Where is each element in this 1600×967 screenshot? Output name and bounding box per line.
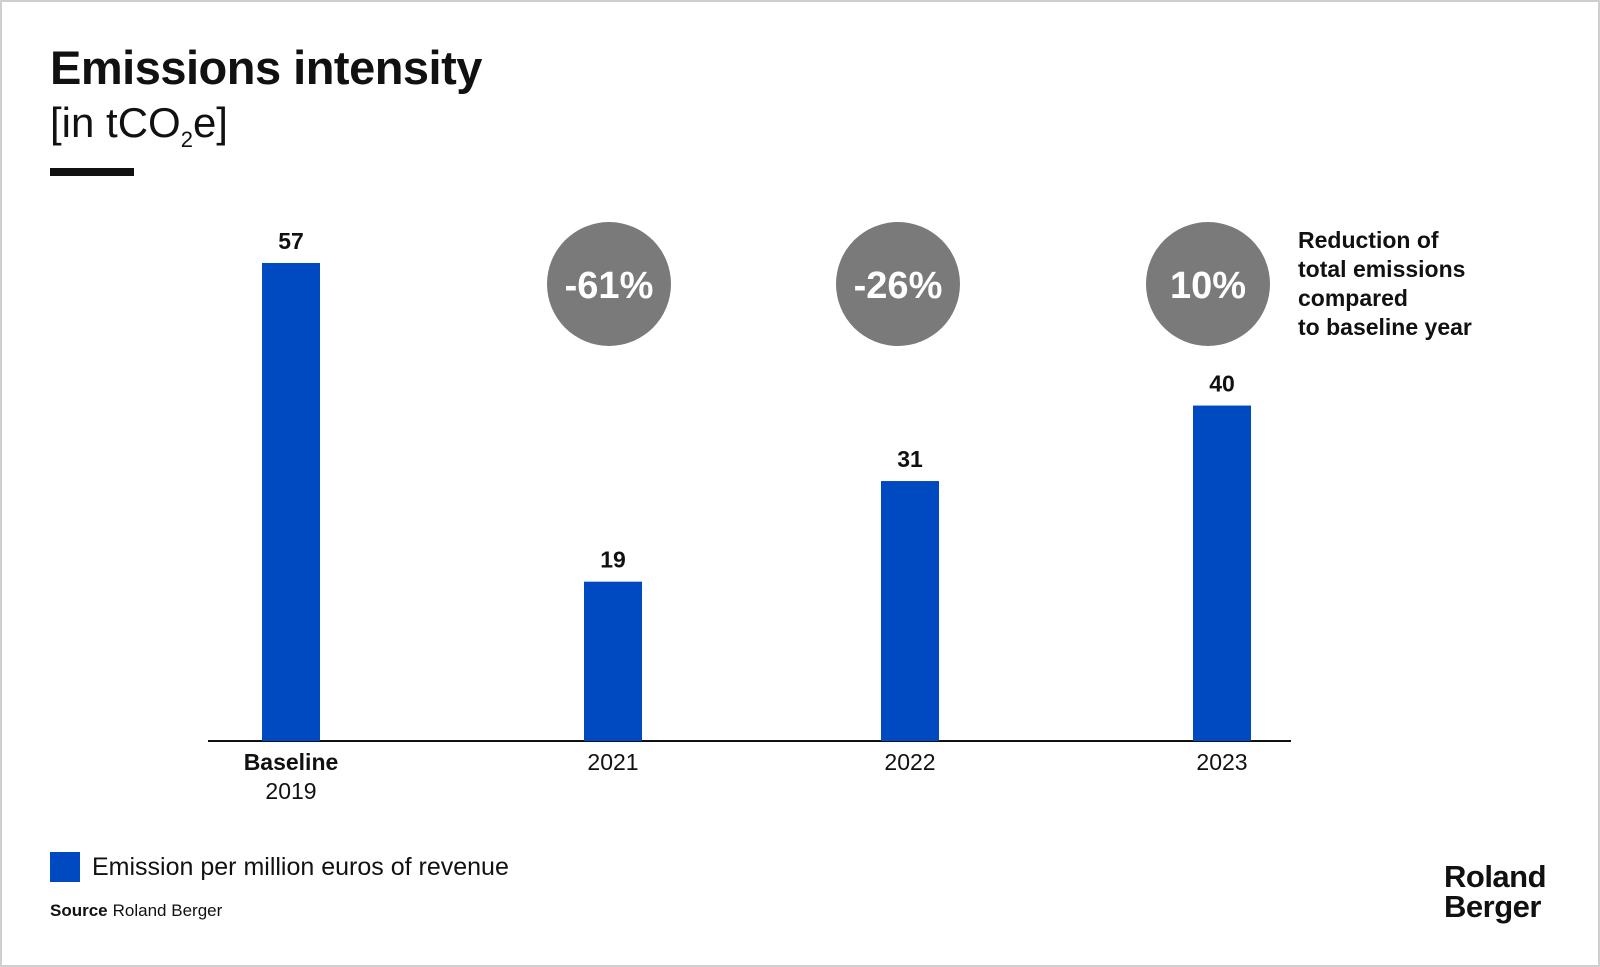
bar-value-label: 31: [897, 446, 923, 472]
legend-label: Emission per million euros of revenue: [92, 852, 509, 881]
x-tick-label: 2021: [587, 749, 638, 775]
reduction-badge: [1146, 222, 1270, 346]
reduction-badge: [836, 222, 960, 346]
bar-value-label: 57: [278, 228, 304, 254]
reduction-badge-label: -26%: [854, 265, 943, 307]
legend: Emission per million euros of revenue: [50, 852, 509, 882]
reduction-note-line: to baseline year: [1298, 314, 1472, 340]
bar-value-label: 40: [1209, 371, 1235, 397]
chart-unit: [in tCO2e]: [50, 98, 228, 151]
bar: [262, 263, 320, 741]
x-tick-label: Baseline: [244, 749, 339, 775]
reduction-note-line: total emissions: [1298, 256, 1466, 282]
roland-berger-logo: Roland Berger: [1444, 859, 1547, 924]
bar: [1193, 405, 1251, 741]
reduction-badge: [547, 222, 671, 346]
bar: [584, 581, 642, 741]
unit-prefix: [in tCO: [50, 99, 181, 146]
x-tick-label: 2019: [265, 778, 316, 804]
unit-suffix: e]: [192, 99, 228, 146]
reduction-badge-label: 10%: [1170, 265, 1246, 307]
logo-line: Berger: [1444, 889, 1541, 924]
unit-subscript: 2: [180, 127, 193, 152]
x-tick-label: 2022: [884, 749, 935, 775]
reduction-note-line: Reduction of: [1298, 227, 1439, 253]
logo-line: Roland: [1444, 859, 1547, 894]
title-underline: [50, 168, 134, 176]
bar: [881, 481, 939, 741]
legend-swatch: [50, 852, 80, 882]
x-tick-label: 2023: [1196, 749, 1247, 775]
reduction-note-line: compared: [1298, 285, 1408, 311]
reduction-badge-label: -61%: [565, 265, 654, 307]
reduction-note: Reduction of total emissions compared to…: [1298, 226, 1472, 342]
source-note: Source Roland Berger: [50, 901, 222, 921]
chart-title: Emissions intensity: [50, 41, 482, 94]
bar-value-label: 19: [600, 547, 626, 573]
source-key: Source: [50, 901, 108, 920]
source-value: Roland Berger: [112, 901, 223, 920]
